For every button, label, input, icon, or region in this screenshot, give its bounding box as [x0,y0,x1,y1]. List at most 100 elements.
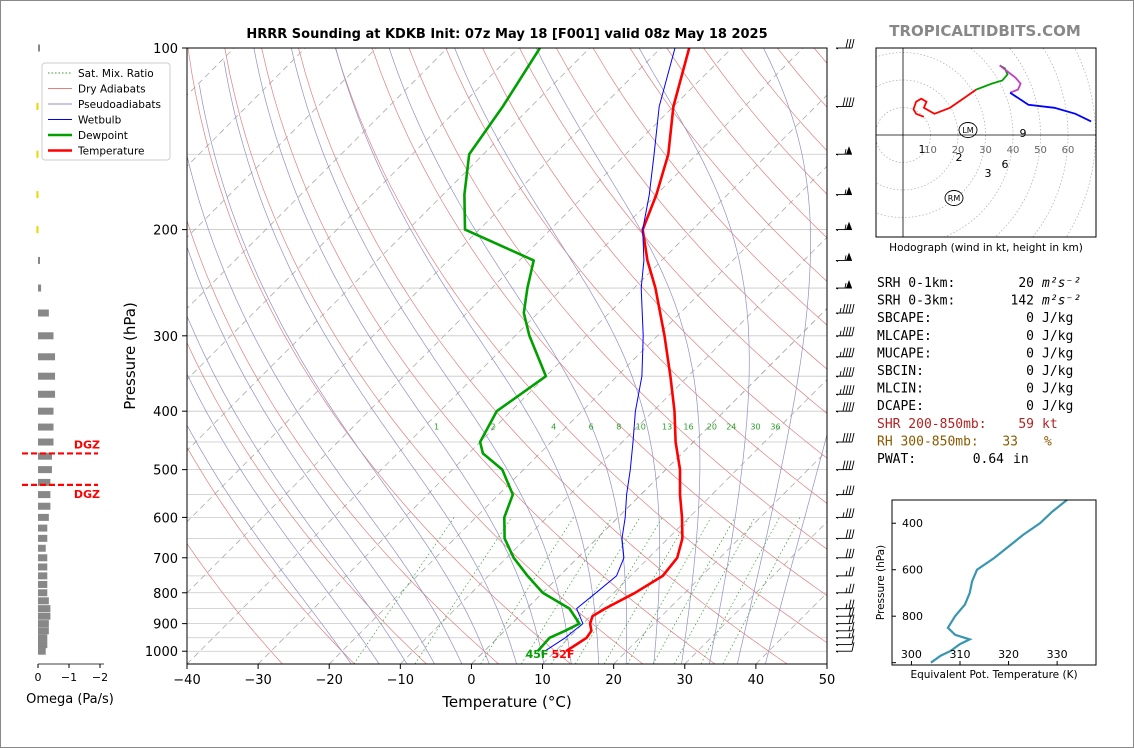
skewt-plot-area: 1 2 4 6 8 10 13 16 20 24 30 36 [187,48,827,664]
wind-barb-feather [848,38,852,49]
wind-barb [835,186,852,197]
wind-barb-flag [846,146,852,155]
mixing-ratio-label: 30 [750,422,760,431]
mixing-ratio-line [722,517,801,664]
wind-barb-base [835,260,839,262]
y-axis-label: Pressure (hPa) [121,302,139,410]
isotherm-line [187,48,590,452]
mixing-ratio-label: 16 [683,422,693,431]
legend-label: Pseudoadiabats [78,99,161,111]
omega-bar [38,647,46,655]
wind-barb-feather [842,432,846,443]
y-tick-label: 600 [153,511,178,526]
hodograph-ring-label: 40 [1007,145,1020,156]
isotherm-line [187,48,733,594]
omega-bar [38,353,56,361]
wind-barb-feather [845,347,849,357]
wind-barb-feather [848,460,852,470]
stat-label: DCAPE: [877,399,924,414]
wind-barb [835,38,855,50]
hodograph-trace [1009,91,1092,123]
omega-bar [38,284,42,292]
omega-bar [38,407,54,415]
stat-label: SHR 200-850mb: [877,417,987,432]
mixing-ratio-label: 2 [491,422,496,431]
pseudoadiabat [388,48,628,664]
wind-barb [835,97,855,108]
wind-barb-feather [842,402,846,412]
legend-box [41,62,171,161]
wind-barb-half [848,632,851,638]
omega-bar [38,44,40,52]
hodograph-ring-label: 10 [924,145,937,156]
wind-barb [835,252,852,262]
wind-barb-feather [851,367,855,377]
pseudoadiabat [535,48,701,664]
omega-bar [38,563,48,571]
wind-barb-feather [851,614,855,624]
x-tick-label: −30 [244,673,271,688]
wind-barb-feather [851,548,855,558]
omega-bar [38,580,48,588]
omega-bar [36,226,39,234]
hodograph-frame [875,47,1097,238]
hodograph-caption: Hodograph (wind in kt, height in km) [889,242,1083,254]
dry-adiabat [555,48,827,370]
y-tick-label: 900 [153,618,178,633]
dry-adiabat [334,48,827,644]
dry-adiabat [187,219,499,664]
omega-bar [38,423,54,431]
hodograph-height-label: 2 [956,151,963,164]
hodograph-ring-label: 50 [1034,145,1047,156]
theta-e-x-tick-label: 300 [901,648,922,661]
surface-dewpoint-label: 45F [526,648,549,661]
stat-unit: J/kg [1042,382,1073,397]
wind-barb-base [835,516,839,519]
dry-adiabat [261,48,716,664]
wind-barb-base [835,47,839,50]
wind-barb-feather [842,97,846,107]
wind-barb-half [845,570,848,576]
wind-barb [835,583,855,595]
wind-barb [835,460,855,472]
isotherm-line [187,48,804,664]
hodograph-trace [912,88,977,118]
dry-adiabat [740,48,827,152]
isotherm-line [187,48,519,381]
wind-barb-flag [846,252,852,261]
dry-adiabat [187,446,355,664]
wind-barb-feather [851,402,855,412]
theta-e-y-tick-label: 400 [902,517,923,530]
mixing-ratio-line [603,517,690,664]
dgz-label: DGZ [74,488,100,501]
dry-adiabat [298,48,788,664]
mixing-ratio-line [652,517,736,664]
omega-bar [38,589,48,597]
omega-bar [38,332,54,340]
stat-value: 0 [1026,311,1034,326]
stat-value: 33 [1002,434,1018,449]
omega-bar [38,597,49,605]
hodograph-height-label: 9 [1020,127,1027,140]
y-tick-label: 1000 [145,645,178,660]
x-tick-label: 40 [748,673,765,688]
omega-bar [38,534,48,542]
y-tick-label: 100 [153,42,178,57]
mixing-ratio-line [353,517,455,664]
theta-e-line [930,499,1068,664]
wind-barb-feather [851,566,855,576]
stat-value: 0 [1026,382,1034,397]
wind-barb-base [835,494,839,497]
wind-barb-base [835,608,839,611]
omega-tick-label: −2 [92,671,108,684]
isotherm-line [187,48,377,238]
wind-barb-half [844,282,847,289]
pseudoadiabat [638,48,750,664]
theta-e-y-label: Pressure (hPa) [875,545,887,620]
legend-label: Sat. Mix. Ratio [78,68,154,80]
omega-bar [38,634,48,642]
wind-barb-feather [851,607,855,617]
wind-barb-feather [851,38,855,49]
dry-adiabat [187,341,427,664]
